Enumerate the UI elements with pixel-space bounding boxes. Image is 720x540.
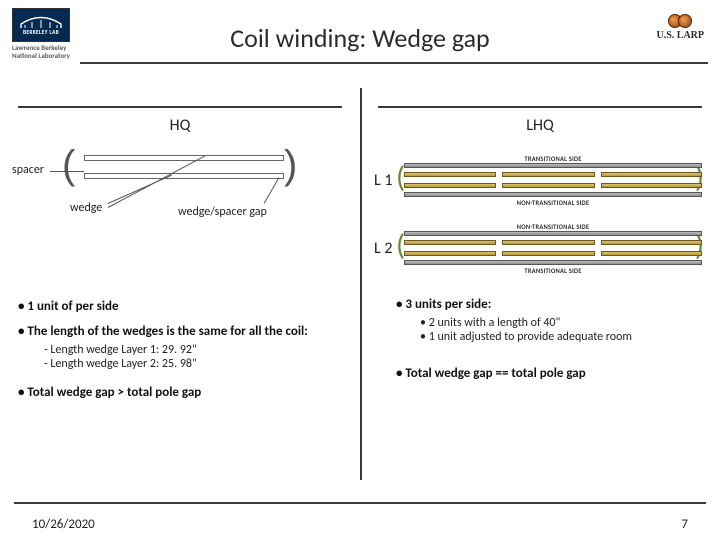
hq-column: HQ ( ) spacer wedge wedge/spacer gap 1 u… xyxy=(0,88,360,492)
spacer-leader xyxy=(50,171,84,172)
spacer-label: spacer xyxy=(12,163,44,177)
hq-bullet-1: 1 unit of per side xyxy=(18,299,342,314)
lhq-bullet-2: Total wedge gap == total pole gap xyxy=(396,366,702,381)
lhq-bullet-1-sub1: 2 units with a length of 40" xyxy=(420,316,702,330)
hq-title: HQ xyxy=(164,116,197,135)
l1-lower-label: NON-TRANSITIONAL SIDE xyxy=(517,199,589,207)
larp-text: U.S. LARP xyxy=(656,30,704,41)
footer-rule xyxy=(14,502,706,504)
berkeley-badge-text: BERKELEY LAB xyxy=(23,30,59,36)
lhq-bullet-1: 3 units per side: xyxy=(396,297,702,312)
lhq-rule xyxy=(378,106,702,108)
lhq-column: LHQ L 1 ( ) TRANSITIONAL SIDE NON-TRANSI… xyxy=(360,88,720,492)
lhq-l2: L 2 ( ) NON-TRANSITIONAL SIDE TRANSITION… xyxy=(378,225,702,281)
footer-date: 10/26/2020 xyxy=(32,517,95,532)
l2-upper-label: NON-TRANSITIONAL SIDE xyxy=(517,223,589,231)
hq-bracket-right: ) xyxy=(284,145,298,185)
footer-page: 7 xyxy=(681,517,688,532)
l2-label: L 2 xyxy=(374,239,392,258)
content-area: HQ ( ) spacer wedge wedge/spacer gap 1 u… xyxy=(0,88,720,492)
wedge-leader2 xyxy=(108,155,206,208)
hq-bullet-2-sub2: - Length wedge Layer 2: 25. 98" xyxy=(44,357,342,371)
berkeley-logo: BERKELEY LAB Lawrence Berkeley National … xyxy=(12,8,70,59)
lhq-l1: L 1 ( ) TRANSITIONAL SIDE NON-TRANSITION… xyxy=(378,157,702,213)
l1-row-bottom: NON-TRANSITIONAL SIDE xyxy=(404,183,702,205)
lhq-bullet-1-sub2: 1 unit adjusted to provide adequate room xyxy=(420,330,702,344)
l1-row-top: TRANSITIONAL SIDE xyxy=(404,163,702,185)
berkeley-badge: BERKELEY LAB xyxy=(12,8,70,42)
hq-bar-top xyxy=(84,155,284,161)
l1-label: L 1 xyxy=(374,171,392,190)
larp-circles-icon xyxy=(656,14,704,28)
hq-bracket-left: ( xyxy=(62,145,76,185)
l1-upper-label: TRANSITIONAL SIDE xyxy=(524,155,581,163)
hq-bullet-2-sub1: - Length wedge Layer 1: 29. 92" xyxy=(44,343,342,357)
lhq-bullets: 3 units per side: 2 units with a length … xyxy=(378,297,702,381)
hq-bar-bottom xyxy=(84,173,284,179)
berkeley-subtext: Lawrence Berkeley National Laboratory xyxy=(12,44,70,59)
hq-bullets: 1 unit of per side The length of the wed… xyxy=(18,299,342,400)
slide-footer: 10/26/2020 7 xyxy=(0,517,720,532)
hq-bullet-3: Total wedge gap > total pole gap xyxy=(18,385,342,400)
header-rule xyxy=(80,62,708,64)
hq-bullet-2: The length of the wedges is the same for… xyxy=(18,324,342,339)
gap-leader xyxy=(264,177,280,203)
larp-logo: U.S. LARP xyxy=(656,14,704,41)
hq-rule xyxy=(18,106,342,108)
wedge-label: wedge xyxy=(70,201,102,215)
l2-row-top: NON-TRANSITIONAL SIDE xyxy=(404,231,702,253)
lhq-title: LHQ xyxy=(520,116,559,135)
hq-diagram: ( ) spacer wedge wedge/spacer gap xyxy=(18,149,342,255)
slide-title: Coil winding: Wedge gap xyxy=(20,10,700,54)
gap-label: wedge/spacer gap xyxy=(178,205,267,219)
l2-row-bottom: TRANSITIONAL SIDE xyxy=(404,251,702,273)
berkeley-arch-icon xyxy=(20,15,62,29)
slide-header: BERKELEY LAB Lawrence Berkeley National … xyxy=(0,0,720,74)
l2-lower-label: TRANSITIONAL SIDE xyxy=(524,267,581,275)
